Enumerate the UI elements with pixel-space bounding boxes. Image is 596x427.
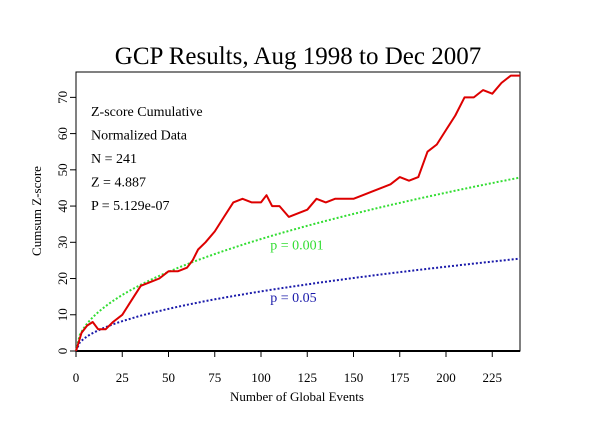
stat-line: Z-score Cumulative bbox=[91, 105, 203, 120]
reference-curve-label: p = 0.05 bbox=[270, 291, 316, 306]
x-tick-label: 50 bbox=[162, 370, 175, 385]
stats-block: Z-score Cumulative Normalized Data N = 241… bbox=[91, 105, 203, 214]
x-tick-label: 0 bbox=[73, 370, 80, 385]
reference-curve bbox=[75, 176, 521, 352]
x-axis-title: Number of Global Events bbox=[230, 389, 364, 404]
x-tick-label: 200 bbox=[436, 370, 456, 385]
x-tick-label: 75 bbox=[208, 370, 221, 385]
data-series bbox=[75, 74, 520, 352]
x-axis: 0 25 50 75 100 125 150 175 200 225 bbox=[73, 351, 502, 385]
reference-curve-label: p = 0.001 bbox=[270, 239, 323, 254]
stat-line: P = 5.129e-07 bbox=[91, 199, 170, 214]
y-tick-label: 20 bbox=[55, 272, 70, 285]
chart-title: GCP Results, Aug 1998 to Dec 2007 bbox=[115, 43, 481, 70]
x-tick-label: 100 bbox=[251, 370, 271, 385]
y-tick-label: 0 bbox=[55, 348, 70, 355]
x-tick-label: 150 bbox=[344, 370, 364, 385]
x-tick-label: 125 bbox=[298, 370, 318, 385]
y-tick-label: 10 bbox=[55, 308, 70, 321]
stat-line: N = 241 bbox=[91, 152, 137, 167]
y-tick-label: 30 bbox=[55, 236, 70, 249]
stat-line: Normalized Data bbox=[91, 129, 188, 144]
x-tick-label: 225 bbox=[483, 370, 503, 385]
y-tick-label: 70 bbox=[55, 91, 70, 104]
y-axis-title: Cumsum Z-score bbox=[29, 166, 44, 256]
x-tick-label: 175 bbox=[390, 370, 410, 385]
y-tick-label: 50 bbox=[55, 163, 70, 176]
series-line bbox=[75, 74, 520, 352]
reference-curve bbox=[75, 257, 521, 352]
stat-line: Z = 4.887 bbox=[91, 176, 146, 191]
reference-curves: p = 0.001 p = 0.05 bbox=[75, 176, 521, 352]
x-tick-label: 25 bbox=[116, 370, 129, 385]
y-tick-label: 60 bbox=[55, 127, 70, 140]
y-tick-label: 40 bbox=[55, 200, 70, 213]
y-axis: 0 10 20 30 40 50 60 70 bbox=[55, 91, 76, 354]
